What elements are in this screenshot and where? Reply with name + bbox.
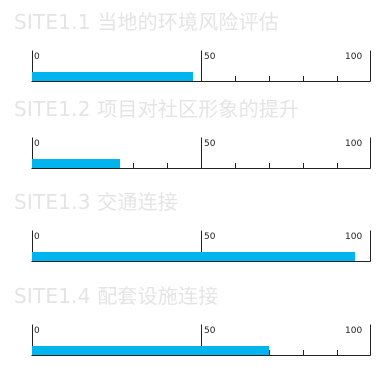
score-meter: 0 50 100	[31, 230, 371, 262]
score-bar	[32, 346, 269, 355]
tick-label-max: 100	[345, 139, 363, 149]
score-meter: 0 50 100	[31, 324, 371, 356]
site-row-1: SITE1.1 当地的环境风险评估 0 50 100	[0, 10, 390, 98]
site-title: SITE1.3 交通连接	[14, 190, 179, 214]
score-bar	[32, 159, 120, 168]
tick-label-max: 100	[345, 232, 363, 242]
tick-label-min: 0	[34, 326, 40, 336]
site-row-2: SITE1.2 项目对社区形象的提升 0 50 100	[0, 97, 390, 185]
tick-label-max: 100	[345, 52, 363, 62]
tick-label-mid: 50	[204, 139, 216, 149]
tick-label-min: 0	[34, 232, 40, 242]
site-assessment-page: { "scale": { "min": 0, "max": 100, "tick…	[0, 10, 390, 356]
tick-label-min: 0	[34, 52, 40, 62]
tick-label-mid: 50	[204, 52, 216, 62]
score-meter: 0 50 100	[31, 50, 371, 82]
site-title: SITE1.2 项目对社区形象的提升	[14, 97, 300, 121]
tick-label-mid: 50	[204, 326, 216, 336]
site-row-4: SITE1.4 配套设施连接 0 50 100	[0, 284, 390, 372]
scale-ruler	[31, 137, 371, 169]
score-bar	[32, 252, 355, 261]
score-bar	[32, 72, 193, 81]
site-row-3: SITE1.3 交通连接 0 50 100	[0, 190, 390, 278]
score-meter: 0 50 100	[31, 137, 371, 169]
tick-label-max: 100	[345, 326, 363, 336]
tick-label-mid: 50	[204, 232, 216, 242]
site-title: SITE1.4 配套设施连接	[14, 284, 219, 308]
tick-label-min: 0	[34, 139, 40, 149]
site-title: SITE1.1 当地的环境风险评估	[14, 10, 280, 34]
